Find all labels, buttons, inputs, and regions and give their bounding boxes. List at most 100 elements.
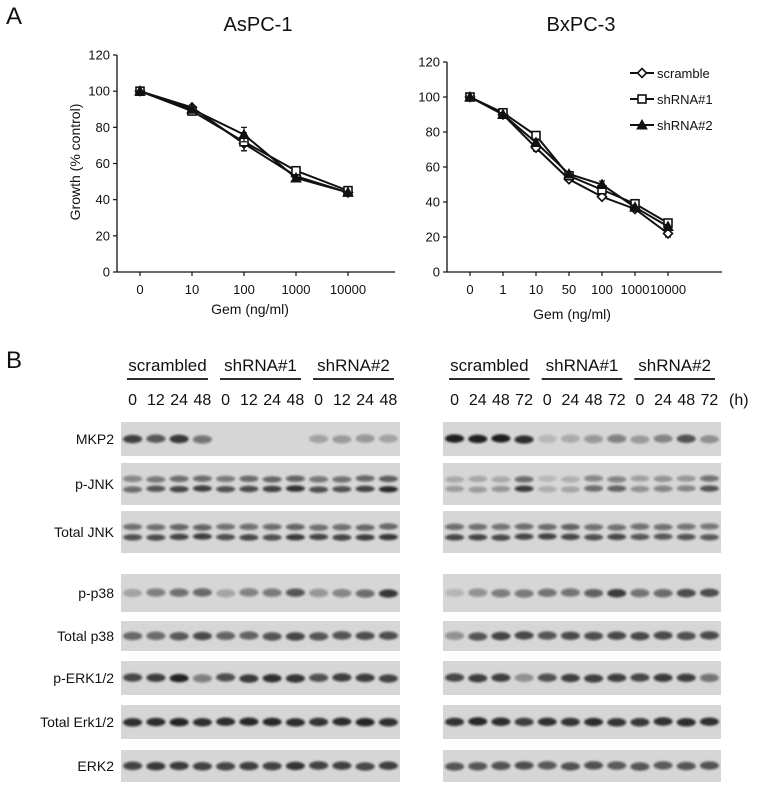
band [699,631,719,640]
blot-strip-right [443,621,721,651]
lane-label-left: 48 [286,392,304,409]
blot-row-label: Total p38 [57,628,114,644]
band [699,435,719,444]
band [239,588,259,597]
band [239,717,259,726]
band [676,434,696,443]
band [192,475,212,482]
band [584,588,604,598]
blot-row-label: p-ERK1/2 [53,670,114,686]
data-point [662,220,674,231]
band [560,631,580,640]
blot-strip-left [121,511,400,553]
band [537,761,557,770]
band [146,631,166,641]
band [560,476,580,483]
band [285,632,305,641]
band [169,475,189,483]
band [285,485,305,492]
band [123,673,143,682]
band [468,674,488,683]
x-tick-label: 0 [136,282,143,297]
blot-strip-right [443,511,721,553]
y-tick-label: 80 [426,125,440,140]
band [239,761,259,771]
x-axis-label: Gem (ng/ml) [533,306,611,322]
y-tick-label: 60 [426,160,440,175]
data-point [186,103,198,114]
band [169,434,189,444]
band [699,761,719,770]
band [584,761,604,770]
band [653,533,673,540]
band [309,761,329,770]
data-point [629,201,641,212]
x-tick-label: 10000 [330,282,366,297]
band [560,486,580,493]
band [676,761,696,771]
band [445,673,465,682]
band [584,523,604,531]
band [537,523,557,531]
band [169,523,189,531]
lane-label-right: 48 [585,392,603,409]
data-point [342,186,354,197]
group-label-right: shRNA#1 [546,356,619,375]
band [239,631,259,640]
group-label-left: shRNA#1 [224,356,297,375]
y-tick-label: 40 [426,195,440,210]
y-tick-label: 20 [426,230,440,245]
band [584,475,604,482]
chart-title: AsPC-1 [224,14,293,36]
band [560,434,580,443]
band [514,485,534,492]
band [584,485,604,492]
band [216,673,236,682]
band [537,434,557,444]
band [309,673,329,682]
band [514,717,534,727]
band [491,717,511,726]
y-tick-label: 0 [103,265,110,280]
blot-strip-left [121,422,400,456]
blot-background [443,661,721,695]
y-axis-label: Growth (% control) [67,104,83,221]
band [285,674,305,683]
series-scramble [464,91,674,240]
band [378,533,398,541]
band [123,486,143,493]
band [146,534,166,541]
band [192,435,212,444]
band [123,523,143,531]
band [332,631,352,640]
band [491,434,511,443]
band [491,631,511,641]
blot-background [121,574,400,612]
band [146,476,166,483]
band [607,631,627,640]
band [630,673,650,682]
series-shRNA#2 [464,90,674,231]
band [332,717,352,726]
band [445,523,465,531]
blot-strip-left [121,463,400,505]
band [676,475,696,482]
blot-strip-left [121,705,400,739]
legend: scramble shRNA#1 shRNA#2 [630,66,713,133]
band [332,435,352,444]
band [560,762,580,771]
band [262,523,282,531]
data-point [530,136,542,147]
blot-background [121,705,400,739]
band [514,761,534,770]
blot-strip-right [443,574,721,612]
blot-background [121,661,400,695]
x-tick-label: 1 [499,282,506,297]
band [607,485,627,492]
band [468,534,488,541]
band [653,589,673,598]
band [676,485,696,492]
band [332,588,352,598]
lane-label-right: 48 [492,392,510,409]
band [676,631,696,641]
